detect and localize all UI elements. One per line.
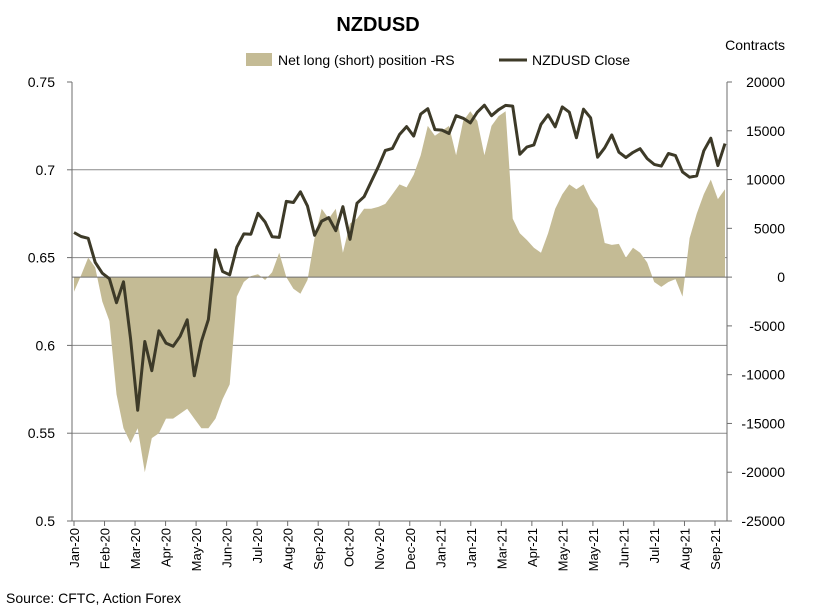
net-position-series	[72, 111, 727, 473]
right-tick-label: -20000	[741, 464, 785, 480]
x-tick-label: Jul-20	[250, 528, 265, 563]
close-series	[73, 103, 727, 412]
x-tick-label: Aug-20	[281, 528, 296, 570]
x-tick-label: Apr-21	[525, 528, 540, 567]
source-note: Source: CFTC, Action Forex	[6, 590, 182, 606]
x-tick-label: Sep-20	[311, 528, 326, 570]
right-axis-ticks: 20000 15000 10000 5000 0 -5000 -10000 -15000 -20…	[727, 74, 785, 529]
x-tick-label: May-21	[586, 528, 601, 571]
x-tick-label: May-21	[555, 528, 570, 571]
x-tick-label: May-20	[189, 528, 204, 571]
x-tick-label: Mar-21	[494, 528, 509, 569]
legend-label-close: NZDUSD Close	[532, 52, 630, 68]
x-tick-label: Sep-21	[708, 528, 723, 570]
x-tick-label: Jul-21	[647, 528, 662, 563]
right-tick-label: 15000	[746, 123, 785, 139]
chart-title: NZDUSD	[336, 14, 419, 36]
left-tick-label: 0.65	[28, 250, 55, 266]
right-tick-label: 0	[777, 269, 785, 285]
x-tick-label: Jun-21	[616, 528, 631, 568]
x-tick-label: Mar-20	[128, 528, 143, 569]
right-tick-label: -5000	[749, 318, 785, 334]
x-tick-label: Jan-21	[433, 528, 448, 568]
right-axis-title: Contracts	[725, 37, 785, 53]
right-tick-label: 20000	[746, 74, 785, 90]
x-tick-label: Feb-20	[98, 528, 113, 569]
x-tick-label: Nov-20	[372, 528, 387, 570]
left-tick-label: 0.7	[36, 162, 56, 178]
legend-label-net-position: Net long (short) position -RS	[278, 52, 455, 68]
right-tick-label: 5000	[754, 220, 785, 236]
axes	[71, 82, 728, 522]
x-tick-label: Jan-20	[67, 528, 82, 568]
x-axis-labels: Jan-20 Feb-20 Mar-20 Apr-20 May-20 Jun-20 Jul-…	[67, 521, 723, 571]
x-tick-label: Dec-20	[403, 528, 418, 570]
right-tick-label: -15000	[741, 415, 785, 431]
left-tick-label: 0.75	[28, 74, 55, 90]
x-tick-label: Oct-20	[342, 528, 357, 567]
left-tick-label: 0.55	[28, 425, 55, 441]
right-tick-label: -10000	[741, 367, 785, 383]
x-tick-label: Jan-21	[464, 528, 479, 568]
x-tick-label: Aug-21	[677, 528, 692, 570]
net-position-area	[74, 111, 725, 473]
legend-swatch-net-position	[246, 53, 272, 66]
x-tick-label: Jun-20	[220, 528, 235, 568]
legend: Net long (short) position -RS NZDUSD Clo…	[246, 52, 630, 68]
close-line	[73, 103, 727, 412]
right-tick-label: 10000	[746, 172, 785, 188]
right-tick-label: -25000	[741, 513, 785, 529]
x-tick-label: Apr-20	[159, 528, 174, 567]
left-axis-ticks: 0.75 0.7 0.65 0.6 0.55 0.5	[28, 74, 72, 529]
left-tick-label: 0.5	[36, 513, 56, 529]
left-tick-label: 0.6	[36, 337, 56, 353]
